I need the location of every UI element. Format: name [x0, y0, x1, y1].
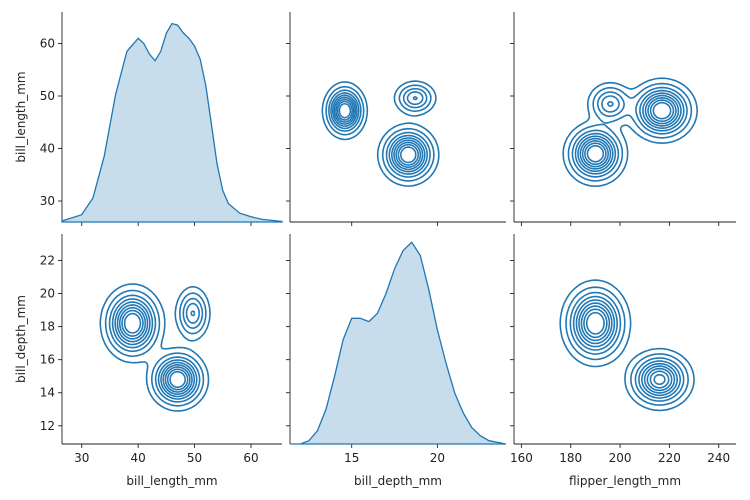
panel-r0-c1	[286, 12, 506, 226]
x-tick-label: 220	[658, 451, 681, 465]
panel-r1-c0: 12 14 16 18 20 22 30 40 50 60	[40, 234, 282, 465]
contour-level-2	[567, 82, 693, 182]
contour-group-r1-c0	[99, 283, 211, 412]
x-axis-label: flipper_length_mm	[569, 474, 681, 488]
contour-level-2	[104, 289, 207, 407]
contour-level-9	[585, 311, 666, 386]
y-tick-label: 20	[40, 287, 55, 301]
y-tick-label: 18	[40, 320, 55, 334]
y-tick-label: 14	[40, 386, 55, 400]
contour-level-9	[123, 312, 186, 389]
contour-level-5	[577, 92, 682, 173]
x-tick-label: 15	[344, 451, 359, 465]
contour-level-8	[583, 308, 670, 389]
contour-level-6	[579, 94, 680, 170]
x-tick-label: 200	[609, 451, 632, 465]
x-tick-label: 240	[707, 451, 730, 465]
contour-level-6	[578, 302, 676, 394]
y-tick-label: 50	[40, 89, 55, 103]
contour-level-1	[321, 80, 440, 187]
contour-level-4	[330, 91, 428, 175]
y-tick-label: 40	[40, 142, 55, 156]
panel-r0-c2	[510, 12, 736, 226]
contour-level-8	[584, 99, 675, 166]
contour-level-5	[575, 299, 678, 397]
x-tick-label: 40	[131, 451, 146, 465]
x-tick-label: 30	[74, 451, 89, 465]
contour-level-9	[338, 102, 417, 164]
x-tick-label: 60	[243, 451, 258, 465]
x-axis-label: bill_length_mm	[126, 474, 217, 488]
contour-level-1	[559, 279, 695, 412]
y-tick-label: 16	[40, 353, 55, 367]
contour-level-6	[116, 304, 193, 395]
contour-level-7	[580, 305, 673, 392]
contour-level-4	[572, 295, 681, 399]
contour-group-r0-c2	[562, 77, 698, 187]
contour-level-6	[333, 96, 424, 171]
contour-level-2	[325, 84, 435, 182]
contour-level-7	[335, 98, 422, 168]
kde-curve-bill_depth_mm	[290, 241, 507, 445]
contour-level-2	[565, 286, 689, 406]
y-tick-label: 60	[40, 37, 55, 51]
contour-level-5	[331, 94, 426, 173]
y-axis-label: bill_length_mm	[14, 71, 28, 162]
contour-level-7	[118, 306, 191, 393]
contour-level-3	[328, 87, 431, 178]
contour-level-3	[569, 291, 685, 402]
contour-level-8	[121, 309, 189, 391]
y-axis-label: bill_depth_mm	[14, 295, 28, 383]
kde-curve-bill_length_mm	[61, 22, 283, 223]
contour-level-9	[586, 101, 672, 163]
contour-level-1	[99, 283, 211, 412]
contour-level-4	[574, 89, 685, 175]
contour-level-5	[114, 301, 196, 398]
x-tick-label: 50	[187, 451, 202, 465]
y-tick-label: 22	[40, 253, 55, 267]
contour-level-4	[111, 298, 200, 400]
x-tick-label: 160	[510, 451, 533, 465]
contour-level-7	[581, 97, 677, 168]
contour-group-r0-c1	[321, 80, 440, 187]
panel-r1-c2: 160 180 200 220 240	[510, 234, 736, 465]
contour-level-3	[571, 86, 688, 178]
contour-group-r1-c2	[559, 279, 695, 412]
contour-level-8	[336, 100, 420, 166]
x-tick-label: 180	[559, 451, 582, 465]
contour-level-1	[562, 77, 698, 187]
y-tick-label: 12	[40, 419, 55, 433]
x-tick-label: 20	[430, 451, 445, 465]
y-tick-label: 30	[40, 194, 55, 208]
contour-level-3	[108, 294, 204, 403]
x-axis-label: bill_depth_mm	[354, 474, 442, 488]
